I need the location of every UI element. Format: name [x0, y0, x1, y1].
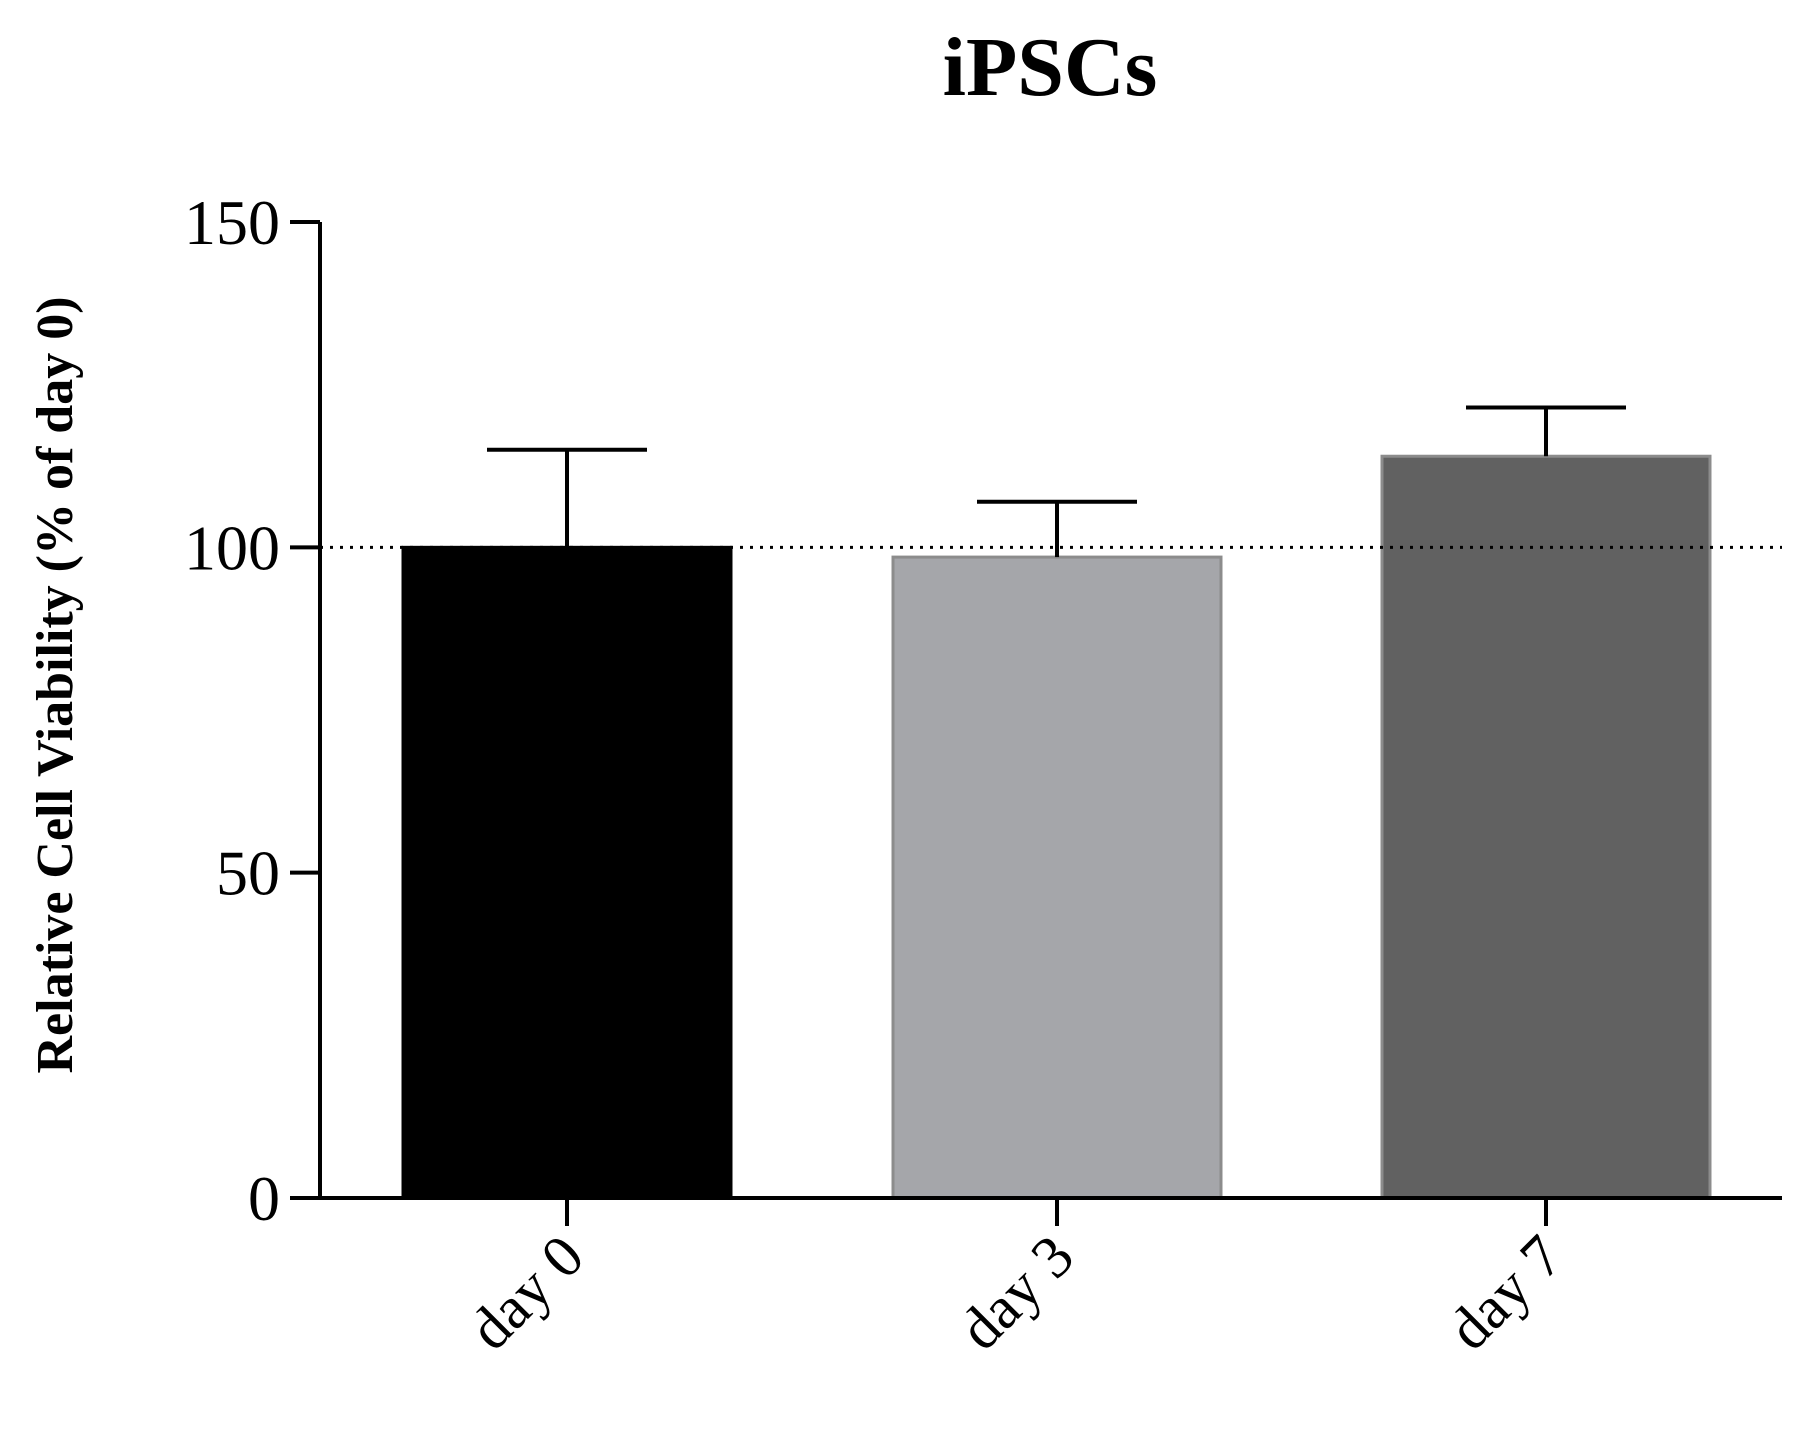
- y-tick-label-100: 100: [184, 512, 280, 583]
- y-tick-label-150: 150: [184, 187, 280, 258]
- x-tick-label-day-3: day 3: [946, 1223, 1086, 1363]
- chart-title: iPSCs: [943, 21, 1158, 114]
- bar-day-7: [1380, 454, 1712, 1200]
- y-tick-label-0: 0: [248, 1163, 280, 1234]
- bar-day-0: [401, 545, 733, 1200]
- y-tick-label-50: 50: [216, 838, 280, 909]
- x-tick-label-day-0: day 0: [456, 1223, 596, 1363]
- bar-day-3: [891, 555, 1223, 1200]
- plot-area: 0 50 100 150 day 0 day 3 day 7: [184, 187, 1782, 1362]
- x-tick-label-day-7: day 7: [1435, 1223, 1575, 1363]
- y-axis-label: Relative Cell Viability (% of day 0): [27, 296, 84, 1073]
